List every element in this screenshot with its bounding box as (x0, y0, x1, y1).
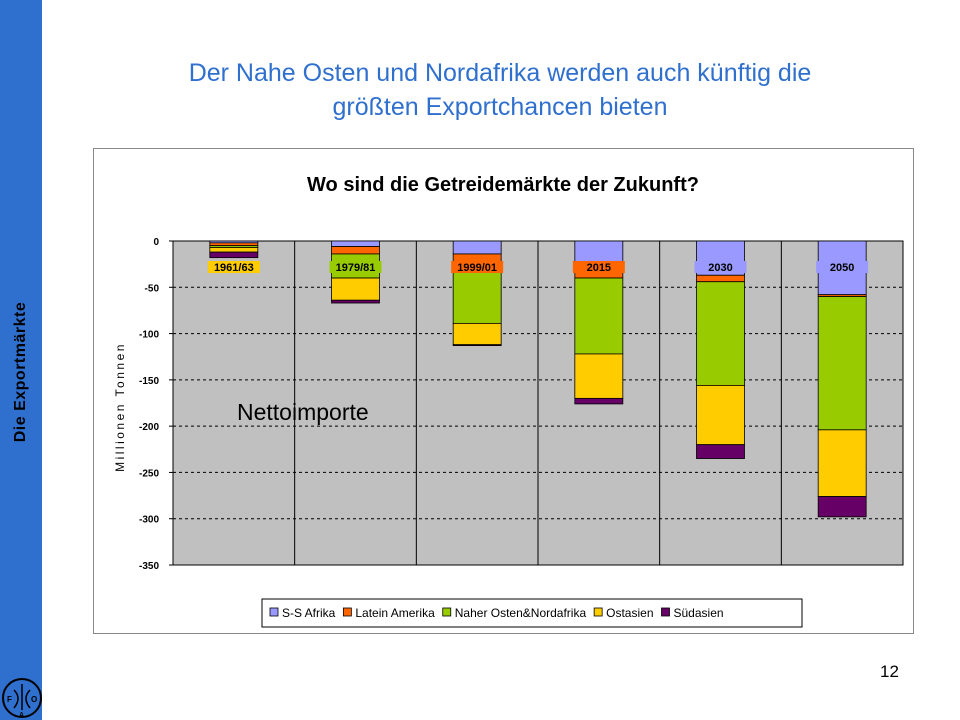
legend-label: Naher Osten&Nordafrika (455, 606, 587, 620)
bar-segment (209, 242, 259, 247)
legend-label: S-S Afrika (282, 606, 336, 620)
bar-segment (696, 444, 745, 459)
legend-swatch (442, 607, 452, 617)
logo-letter-a: A (19, 712, 24, 719)
slide-title-line-1: Der Nahe Osten und Nordafrika werden auc… (188, 59, 812, 87)
legend-label: Südasien (674, 606, 724, 620)
category-label-bg (451, 261, 504, 273)
legend-swatch (593, 607, 603, 617)
y-tick-label: -200 (139, 422, 159, 433)
logo-letter-o: O (31, 695, 37, 704)
category-label-bg (816, 261, 869, 273)
bar-segment (452, 344, 502, 347)
sidebar: Die Exportmärkte F A O (0, 0, 42, 720)
legend-swatch (661, 607, 670, 617)
bar-segment (331, 277, 380, 301)
legend-box (261, 598, 803, 628)
bar-segment (696, 281, 745, 386)
y-tick-label: -300 (139, 515, 159, 526)
bar-segment (574, 353, 624, 399)
bar-segment (452, 322, 502, 346)
bar-segment (817, 496, 867, 518)
page-number: 12 (880, 662, 899, 681)
fao-logo: F A O (2, 678, 42, 719)
legend-swatch (342, 607, 352, 617)
category-label: 1979/81 (336, 262, 376, 274)
slide-title-line-2: größten Exportchancen bieten (332, 93, 668, 121)
y-tick-label: -100 (139, 330, 159, 341)
y-tick-label: -350 (139, 561, 159, 572)
bar-segment (817, 296, 867, 431)
y-tick-label: 0 (153, 237, 159, 248)
y-tick-label: -150 (139, 376, 159, 387)
category-label: 2015 (587, 262, 611, 274)
bar-segment (574, 277, 624, 355)
category-label-bg (329, 261, 382, 273)
logo-letter-f: F (7, 695, 12, 704)
bar-segment (452, 240, 502, 255)
category-label-bg (694, 261, 747, 273)
nettoimporte-annotation: Nettoimporte (237, 399, 369, 425)
bar-segment (209, 247, 259, 253)
category-label: 2050 (830, 262, 854, 274)
bar-segment (209, 251, 259, 259)
bar-segment (574, 240, 624, 265)
chart-frame: Wo sind die Getreidemärkte der Zukunft? … (93, 148, 914, 634)
category-label-bg (572, 261, 625, 273)
bar-segment (696, 385, 745, 446)
bar-segment (452, 272, 502, 324)
category-label: 1961/63 (214, 262, 254, 274)
legend-label: Ostasien (606, 606, 653, 620)
chart: Wo sind die Getreidemärkte der Zukunft? … (113, 174, 904, 628)
legend-swatch (269, 607, 279, 617)
chart-title: Wo sind die Getreidemärkte der Zukunft? (307, 174, 699, 196)
bar-segment (696, 274, 745, 283)
bar-segment (331, 240, 380, 247)
category-label: 1999/01 (457, 262, 497, 274)
y-axis-label: Millionen Tonnen (113, 342, 127, 472)
y-tick-label: -250 (139, 468, 159, 479)
sidebar-label: Die Exportmärkte (12, 301, 29, 443)
bar-segment (331, 299, 380, 304)
legend-label: Latein Amerika (355, 606, 435, 620)
slide-title: Der Nahe Osten und Nordafrika werden auc… (60, 56, 940, 124)
category-label: 2030 (708, 262, 732, 274)
bar-segment (574, 397, 624, 405)
category-label-bg (207, 261, 260, 273)
bar-segment (331, 246, 380, 255)
y-tick-label: -50 (145, 283, 160, 294)
bar-segment (817, 429, 867, 497)
